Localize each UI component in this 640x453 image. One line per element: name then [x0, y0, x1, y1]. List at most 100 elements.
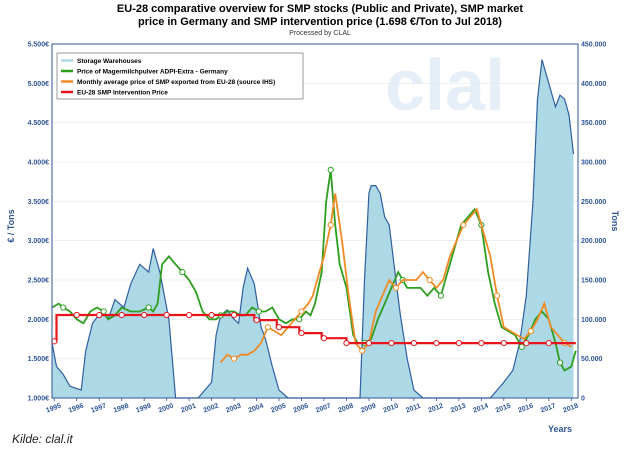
- right-tick-label: 150.000: [581, 278, 606, 285]
- chart-subtitle: Processed by CLAL: [289, 30, 351, 37]
- x-tick-label: 1999: [135, 403, 152, 415]
- data-point: [208, 311, 215, 319]
- data-point: [141, 311, 148, 319]
- x-tick-label: 2008: [337, 403, 354, 415]
- x-tick-label: 1996: [68, 403, 85, 415]
- legend-label: Monthly average price of SMP exported fr…: [77, 79, 275, 86]
- x-tick-label: 2010: [382, 403, 399, 415]
- x-tick-label: 2003: [225, 403, 242, 415]
- chart-title-line1: EU-28 comparative overview for SMP stock…: [116, 3, 524, 15]
- legend-box: [56, 52, 304, 100]
- legend: Storage Warehouses Price of Magermilchpul…: [56, 52, 304, 100]
- x-tick-label: 2009: [360, 403, 377, 415]
- chart-title-line2: price in Germany and SMP intervention pr…: [138, 16, 502, 28]
- x-tick-label: 2013: [450, 403, 467, 415]
- x-tick-label: 2018: [562, 403, 579, 415]
- x-tick-label: 2001: [180, 403, 197, 415]
- right-tick-label: 200.000: [581, 238, 606, 245]
- data-point: [118, 311, 125, 319]
- data-point: [523, 339, 530, 347]
- data-point: [392, 284, 400, 291]
- data-point: [230, 355, 238, 362]
- left-tick-label: 2.000€: [28, 317, 50, 324]
- data-point: [179, 269, 186, 276]
- left-tick-label: 5.500€: [28, 42, 50, 49]
- data-point: [163, 311, 170, 319]
- data-point: [437, 292, 444, 299]
- data-point: [493, 292, 501, 299]
- data-point: [186, 311, 193, 319]
- data-point: [478, 339, 485, 347]
- left-tick-label: 4.000€: [28, 160, 50, 167]
- watermark-logo: clal: [385, 46, 505, 126]
- data-point: [518, 343, 525, 350]
- data-point: [60, 304, 67, 311]
- data-point: [253, 317, 260, 324]
- right-tick-label: 300.000: [581, 160, 606, 167]
- legend-label: EU-28 SMP Intervention Price: [77, 89, 168, 96]
- data-point: [100, 308, 107, 315]
- data-point: [298, 330, 305, 337]
- left-tick-label: 5.000€: [28, 81, 50, 88]
- x-tick-label: 1997: [90, 403, 107, 415]
- data-point: [365, 339, 373, 347]
- x-tick-label: 2017: [540, 403, 557, 415]
- x-tick-label: 2006: [292, 403, 309, 415]
- right-tick-label: 50.000: [581, 356, 603, 363]
- x-tick-label: 2004: [248, 403, 265, 415]
- plot-frame: [51, 43, 579, 399]
- x-tick-label: 2000: [158, 403, 175, 415]
- right-tick-label: 250.000: [581, 199, 606, 206]
- right-tick-label: 450.000: [581, 42, 606, 49]
- x-tick-label: 2005: [270, 403, 287, 415]
- series-line-3: [52, 313, 576, 345]
- x-tick-label: 2011: [405, 403, 422, 415]
- data-point: [426, 276, 433, 284]
- data-point: [73, 311, 80, 319]
- right-tick-label: 0: [581, 396, 585, 403]
- data-point: [264, 324, 271, 331]
- data-point: [320, 335, 328, 342]
- data-point: [145, 304, 152, 311]
- data-point: [545, 339, 552, 347]
- x-axis-title: Years: [548, 424, 572, 434]
- x-tick-label: 2016: [517, 403, 534, 415]
- data-point: [527, 328, 534, 335]
- right-tick-label: 350.000: [581, 120, 606, 127]
- series-line-2: [219, 193, 572, 364]
- left-tick-label: 3.000€: [28, 238, 50, 245]
- series-area-storage: [52, 59, 574, 398]
- x-tick-label: 2002: [203, 403, 220, 415]
- right-tick-label: 400.000: [581, 81, 606, 88]
- x-tick-label: 1998: [113, 403, 130, 415]
- data-point: [327, 221, 334, 229]
- data-point: [275, 324, 283, 331]
- data-point: [96, 311, 103, 319]
- x-tick-label: 2012: [427, 403, 444, 415]
- data-point: [296, 316, 303, 323]
- source-caption: Kilde: clal.it: [12, 432, 73, 446]
- data-point: [556, 359, 564, 366]
- x-tick-label: 2015: [495, 403, 512, 415]
- right-tick-label: 100.000: [581, 317, 606, 324]
- left-tick-label: 2.500€: [28, 278, 50, 285]
- data-point: [230, 311, 238, 319]
- right-axis-ticks: 0 50.000 100.000 150.000 200.000 250.000 300.0…: [581, 42, 606, 403]
- left-tick-label: 1.500€: [28, 356, 50, 363]
- legend-label: Price of Magermilchpulver ADPI-Extra - G…: [77, 68, 228, 75]
- x-tick-label: 1995: [45, 403, 62, 415]
- data-point: [255, 308, 262, 315]
- legend-label: Storage Warehouses: [77, 58, 142, 65]
- left-tick-label: 4.500€: [28, 120, 50, 127]
- data-point: [388, 339, 395, 347]
- left-tick-label: 3.500€: [28, 199, 50, 206]
- x-tick-label: 2014: [472, 403, 489, 415]
- data-point: [343, 339, 350, 347]
- x-tick-label: 2007: [315, 403, 332, 415]
- data-point: [298, 308, 305, 315]
- data-point: [500, 339, 507, 347]
- x-axis-ticks: 1995 1996 1997 1998 1999 2000 2001 2002 2003 2004…: [45, 398, 579, 415]
- data-point: [460, 221, 467, 229]
- chart-title: EU-28 comparative overview for SMP stock…: [0, 3, 640, 29]
- data-point: [455, 339, 462, 347]
